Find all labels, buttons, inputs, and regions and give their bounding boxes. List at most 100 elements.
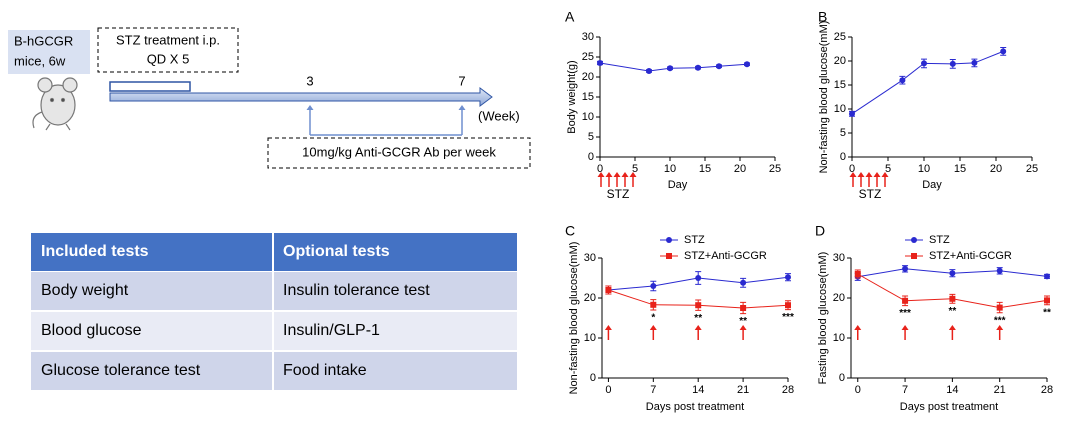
stz-arrow (621, 172, 629, 177)
y-tick-label: 15 (834, 79, 846, 91)
legend-label: STZ+Anti-GCGR (684, 250, 767, 262)
x-tick-label: 5 (885, 163, 891, 175)
point (695, 64, 701, 71)
y-tick-label: 0 (588, 151, 594, 163)
table-cell: Insulin tolerance test (283, 282, 430, 299)
significance: ** (694, 313, 702, 324)
y-tick-label: 25 (834, 31, 846, 43)
point (949, 60, 956, 67)
significance: ** (739, 316, 747, 327)
y-axis-label: Non-fasting blood glucose(mM) (568, 242, 580, 395)
week-label: 7 (458, 73, 465, 88)
point (695, 302, 702, 309)
point (854, 271, 861, 277)
point (996, 304, 1003, 311)
mouse-label: B-hGCGR (14, 33, 73, 48)
x-tick-label: 21 (737, 384, 749, 396)
dose-arrow (649, 325, 657, 330)
y-tick-label: 10 (833, 332, 845, 344)
point (597, 60, 603, 66)
stz-arrow (865, 172, 873, 177)
point (971, 59, 978, 66)
point (902, 297, 909, 304)
x-tick-label: 28 (782, 384, 794, 396)
point (996, 267, 1003, 274)
legend-marker (666, 253, 672, 259)
dose-arrow (996, 325, 1004, 330)
x-tick-label: 25 (769, 163, 781, 175)
dose-arrow (948, 325, 956, 330)
y-tick-label: 0 (839, 372, 845, 384)
point (744, 61, 750, 68)
stz-label: QD X 5 (147, 51, 190, 66)
x-axis-label: Day (922, 179, 942, 191)
timeline-arrow (109, 87, 493, 107)
antibody-label: 10mg/kg Anti-GCGR Ab per week (302, 144, 496, 159)
y-tick-label: 15 (582, 91, 594, 103)
panel-label: B (818, 9, 827, 25)
point (785, 302, 791, 309)
stz-period (109, 81, 191, 92)
annotation: STZ (607, 187, 630, 201)
panel-label: C (565, 223, 575, 239)
point (849, 110, 855, 117)
y-tick-label: 20 (582, 71, 594, 83)
significance: ** (948, 306, 956, 317)
series-line (851, 50, 1004, 115)
y-tick-label: 10 (584, 332, 596, 344)
stz-arrow (849, 172, 857, 177)
y-tick-label: 30 (833, 252, 845, 264)
stz-arrow (857, 172, 865, 177)
legend-marker (911, 237, 917, 243)
stz-arrow (881, 172, 889, 177)
point (695, 275, 702, 281)
y-axis-label: Non-fasting blood glucose(mM) (818, 21, 830, 174)
annotation: STZ (859, 187, 882, 201)
y-tick-label: 10 (582, 111, 594, 123)
x-tick-label: 0 (855, 384, 861, 396)
dose-arrow (306, 105, 314, 110)
x-tick-label: 0 (605, 384, 611, 396)
table-cell: Body weight (41, 282, 129, 299)
dose-arrow (739, 325, 747, 330)
point (899, 77, 906, 84)
significance: ** (1043, 307, 1051, 318)
y-tick-label: 5 (840, 127, 846, 139)
dose-arrow (854, 325, 862, 330)
x-axis-label: Days post treatment (646, 401, 744, 413)
point (902, 265, 909, 272)
point (921, 60, 927, 67)
table-header: Included tests (41, 243, 149, 260)
panel-label: D (815, 223, 825, 239)
y-tick-label: 0 (840, 151, 846, 163)
x-tick-label: 10 (664, 163, 676, 175)
y-tick-label: 5 (588, 131, 594, 143)
dose-arrow (604, 325, 612, 330)
point (949, 270, 956, 277)
x-tick-label: 0 (597, 163, 603, 175)
significance: *** (994, 315, 1006, 326)
table-cell: Food intake (283, 362, 367, 379)
point (949, 295, 956, 302)
point (1000, 48, 1007, 55)
point (716, 63, 722, 70)
significance: *** (899, 308, 911, 319)
x-tick-label: 14 (692, 384, 704, 396)
table-cell: Blood glucose (41, 322, 142, 339)
y-tick-label: 10 (834, 103, 846, 115)
stz-arrow (629, 172, 637, 177)
point (650, 283, 657, 289)
y-tick-label: 30 (584, 252, 596, 264)
y-tick-label: 20 (834, 55, 846, 67)
x-tick-label: 20 (990, 163, 1002, 175)
week-label: 3 (306, 73, 313, 88)
mouse-icon (32, 77, 78, 131)
y-tick-label: 30 (582, 31, 594, 43)
x-tick-label: 15 (699, 163, 711, 175)
mouse-box (8, 30, 90, 74)
point (785, 274, 791, 281)
panel-label: A (565, 9, 575, 25)
stz-box (97, 27, 239, 73)
